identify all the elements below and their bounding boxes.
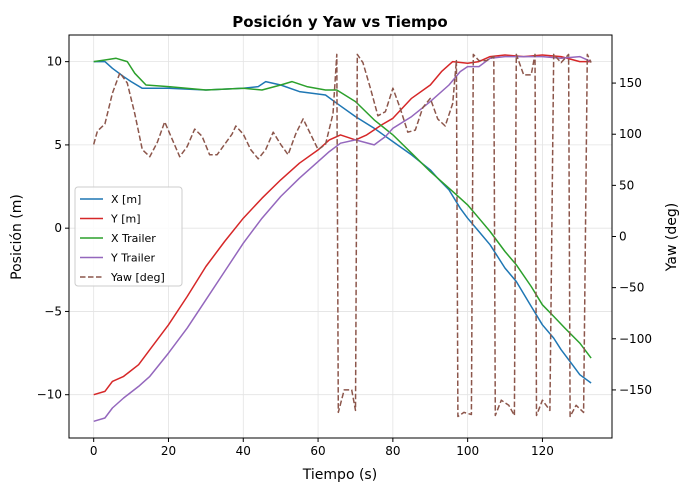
legend: X [m] Y [m] X Trailer Y Trailer Yaw [deg] bbox=[74, 186, 183, 287]
y2-axis-label: Yaw (deg) bbox=[664, 203, 680, 272]
legend-label: Y Trailer bbox=[110, 252, 155, 265]
series-line-y-trailer bbox=[93, 55, 592, 423]
y2-tick-label: −100 bbox=[619, 332, 652, 346]
y-axis-label: Posición (m) bbox=[9, 194, 25, 280]
y-tick-label: 0 bbox=[54, 221, 62, 235]
legend-label: X Trailer bbox=[111, 232, 156, 245]
y2-tick-label: −150 bbox=[619, 383, 652, 397]
y2-tick-label: 50 bbox=[619, 178, 634, 192]
y-axis-ticks: −10 −5 0 5 10 bbox=[37, 55, 69, 402]
legend-label: Y [m] bbox=[110, 213, 141, 226]
series-line-y-m bbox=[93, 54, 592, 396]
x-tick-label: 60 bbox=[310, 444, 325, 458]
x-axis-ticks: 0 20 40 60 80 100 120 bbox=[90, 438, 554, 458]
plot-area bbox=[92, 53, 592, 423]
y-tick-label: −5 bbox=[44, 304, 62, 318]
x-tick-label: 80 bbox=[385, 444, 400, 458]
y2-tick-label: 100 bbox=[619, 127, 642, 141]
y-tick-label: 10 bbox=[47, 55, 62, 69]
x-axis-label: Tiempo (s) bbox=[302, 467, 377, 483]
chart-title: Posición y Yaw vs Tiempo bbox=[232, 13, 447, 31]
y-tick-label: −10 bbox=[37, 388, 62, 402]
x-tick-label: 0 bbox=[90, 444, 98, 458]
y2-axis-ticks: −150 −100 −50 0 50 100 150 bbox=[612, 76, 652, 397]
series-line-x-m bbox=[93, 60, 592, 384]
x-tick-label: 100 bbox=[456, 444, 479, 458]
legend-label: X [m] bbox=[111, 193, 141, 206]
x-tick-label: 120 bbox=[531, 444, 554, 458]
x-tick-label: 20 bbox=[161, 444, 176, 458]
y2-tick-label: 150 bbox=[619, 76, 642, 90]
series-line-x-trailer bbox=[93, 57, 592, 359]
y2-tick-label: 0 bbox=[619, 230, 627, 244]
legend-label: Yaw [deg] bbox=[110, 271, 165, 284]
legend-box bbox=[74, 186, 183, 287]
y2-tick-label: −50 bbox=[619, 281, 644, 295]
series-line-yaw-deg bbox=[92, 53, 592, 418]
x-tick-label: 40 bbox=[236, 444, 251, 458]
y-tick-label: 5 bbox=[54, 138, 62, 152]
